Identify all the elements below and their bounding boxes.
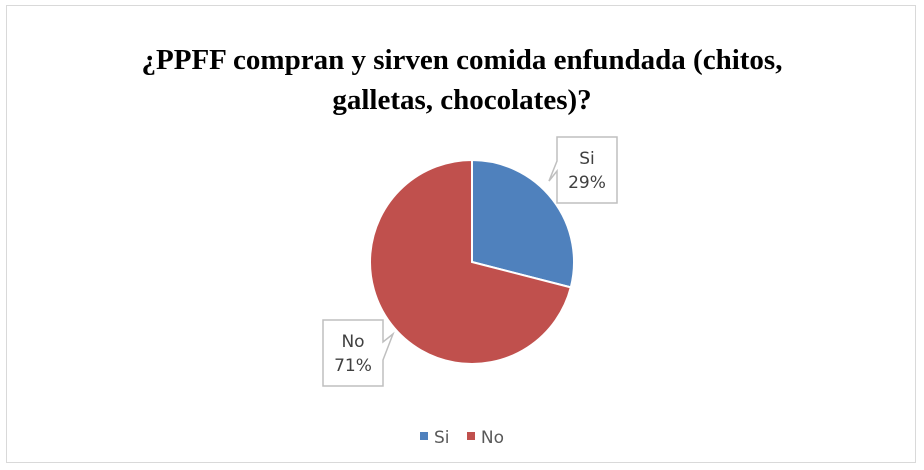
data-label-category-no: No xyxy=(341,332,364,352)
chart-legend: Si No xyxy=(0,428,924,448)
legend-swatch-si xyxy=(419,432,428,440)
data-label-si: Si 29% xyxy=(548,136,618,204)
data-label-box-no xyxy=(322,319,395,387)
data-label-percent-si: 29% xyxy=(568,173,606,193)
chart-title-line-2: galletas, chocolates)? xyxy=(332,84,592,116)
pie-slice-no xyxy=(369,158,573,365)
legend-label-si: Si xyxy=(433,428,450,448)
pie-slice-si xyxy=(471,158,575,289)
data-label-percent-no: 71% xyxy=(334,356,372,376)
chart-title: ¿PPFF compran y sirven comida enfundada … xyxy=(0,40,924,120)
data-label-category-si: Si xyxy=(579,149,595,169)
legend-swatch-no xyxy=(466,432,475,440)
chart-title-line-1: ¿PPFF compran y sirven comida enfundada … xyxy=(141,44,783,76)
legend-label-no: No xyxy=(480,428,505,448)
legend-item-si: Si xyxy=(419,428,450,448)
data-label-no: No 71% xyxy=(322,319,395,387)
data-label-box-si xyxy=(548,136,618,204)
legend-item-no: No xyxy=(466,428,505,448)
